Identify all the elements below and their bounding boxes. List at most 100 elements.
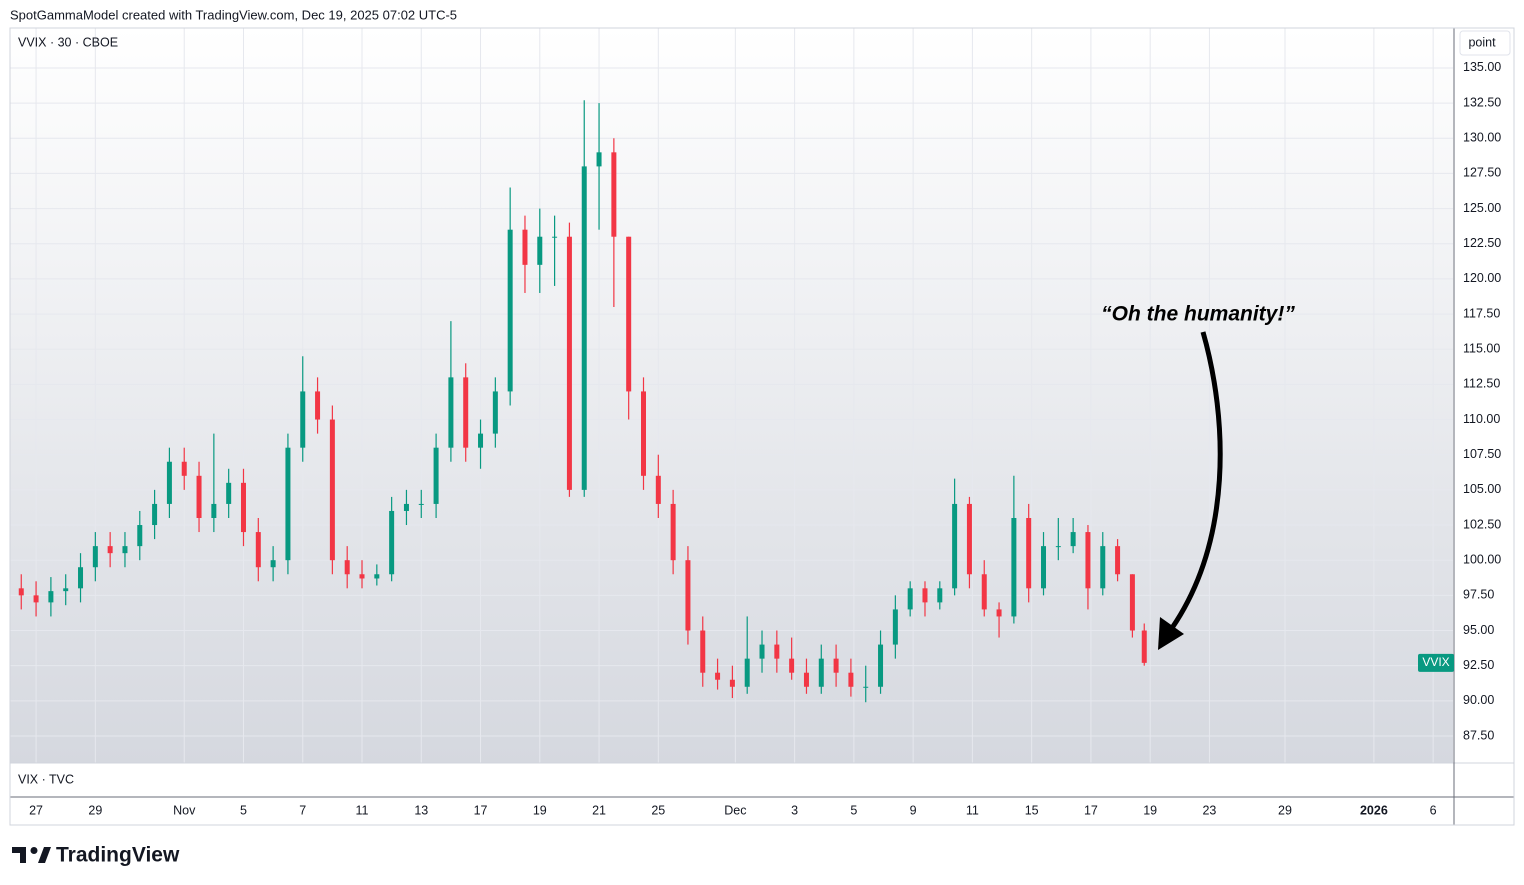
y-tick-label: 105.00 <box>1463 482 1501 496</box>
x-tick-label: 5 <box>850 803 857 817</box>
scale-unit[interactable]: point <box>1468 35 1496 49</box>
y-tick-label: 87.50 <box>1463 728 1494 742</box>
x-tick-label: 25 <box>651 803 665 817</box>
x-tick-label: 3 <box>791 803 798 817</box>
candle-body <box>211 503 217 518</box>
x-tick-label: 17 <box>474 803 488 817</box>
candle-body <box>181 461 187 476</box>
candle-body <box>818 658 824 687</box>
candle-body <box>374 574 380 579</box>
candle-body <box>937 588 943 603</box>
candle-body <box>1070 532 1076 547</box>
candle-body <box>1055 546 1061 548</box>
scale-unit-button[interactable] <box>1459 30 1511 56</box>
candle-body <box>107 546 113 554</box>
candle-body <box>803 672 809 687</box>
candle-body <box>1041 546 1047 589</box>
y-tick-label: 112.50 <box>1463 377 1500 391</box>
candle-body <box>48 591 54 603</box>
plot-background <box>10 28 1453 763</box>
candle-body <box>92 546 98 568</box>
candle-body <box>596 152 602 167</box>
price-tag-box <box>1418 653 1454 672</box>
y-tick-label: 95.00 <box>1463 623 1494 637</box>
lower-pane <box>10 763 1453 797</box>
logo-text: TradingView <box>56 844 180 867</box>
candle-body <box>78 567 84 589</box>
candle-body <box>611 152 617 237</box>
candle-body <box>315 391 321 420</box>
candles <box>18 100 1147 703</box>
annotation-arrow <box>1169 331 1223 630</box>
x-tick-label: 21 <box>592 803 606 817</box>
candle-body <box>478 433 484 448</box>
candle-body <box>626 236 632 392</box>
header: SpotGammaModel created with TradingView.… <box>10 7 457 22</box>
y-tick-label: 127.50 <box>1463 166 1501 180</box>
x-tick-label: 9 <box>910 803 917 817</box>
candle-body <box>744 658 750 687</box>
candle-body <box>33 595 39 603</box>
x-tick-label: 6 <box>1430 803 1437 817</box>
candle-body <box>507 229 513 392</box>
candle-body <box>418 503 424 505</box>
x-tick-label: 11 <box>966 803 979 817</box>
candle-body <box>759 644 765 659</box>
logo: TradingView <box>12 844 180 867</box>
legend: VVIX · 30 · CBOE <box>18 35 118 49</box>
x-tick-label: Nov <box>173 803 196 817</box>
y-tick-label: 117.50 <box>1463 306 1500 320</box>
candle-body <box>537 236 543 265</box>
y-tick-label: 110.00 <box>1463 412 1500 426</box>
candle-body <box>463 377 469 448</box>
candle-body <box>552 236 558 238</box>
candle-body <box>1085 532 1091 589</box>
candle-body <box>285 447 291 561</box>
x-tick-label: 15 <box>1025 803 1039 817</box>
candle-body <box>1115 546 1121 575</box>
x-tick-label: 19 <box>1143 803 1157 817</box>
candle-body <box>137 525 143 547</box>
x-tick-label: 7 <box>299 803 306 817</box>
candle-body <box>270 560 276 568</box>
candle-body <box>996 609 1002 617</box>
candle-body <box>433 447 439 504</box>
candle-body <box>715 672 721 680</box>
x-tick-label: 13 <box>414 803 428 817</box>
candle-body <box>359 574 365 579</box>
candle-body <box>152 503 158 526</box>
candle-body <box>1100 546 1106 589</box>
x-tick-label: 2026 <box>1360 803 1388 817</box>
candle-body <box>952 503 958 589</box>
candle-body <box>255 532 261 568</box>
candle-body <box>1141 630 1147 663</box>
candle-body <box>966 503 972 575</box>
candle-body <box>685 560 691 631</box>
candle-body <box>344 560 350 575</box>
candle-body <box>981 574 987 610</box>
candle-body <box>774 644 780 659</box>
y-tick-label: 120.00 <box>1463 271 1501 285</box>
candle-body <box>166 461 172 504</box>
candle-body <box>878 644 884 687</box>
candle-body <box>403 503 409 511</box>
y-tick-label: 102.50 <box>1463 517 1501 531</box>
candle-body <box>522 229 528 265</box>
candle-body <box>492 391 498 434</box>
y-tick-label: 135.00 <box>1463 60 1501 74</box>
candle-body <box>700 630 706 673</box>
candle-body <box>907 588 913 610</box>
candle-body <box>581 166 587 490</box>
candle-body <box>389 510 395 575</box>
candle-body <box>329 419 335 561</box>
x-tick-label: 17 <box>1084 803 1098 817</box>
candle-body <box>226 482 232 504</box>
candle-body <box>18 588 24 596</box>
price-tag: VVIX <box>1422 655 1449 669</box>
logo-icon <box>12 847 51 863</box>
annotation-arrowhead <box>1158 617 1184 650</box>
x-tick-label: 29 <box>1278 803 1292 817</box>
x-tick-label: 23 <box>1202 803 1216 817</box>
candle-body <box>640 391 646 476</box>
